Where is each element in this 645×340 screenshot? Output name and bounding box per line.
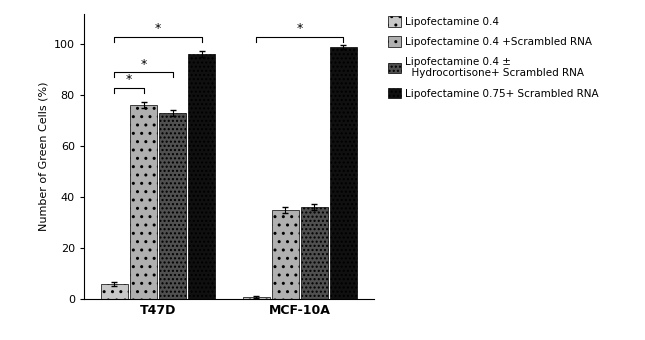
Bar: [101, 284, 128, 299]
Bar: [301, 207, 328, 299]
Bar: [188, 54, 215, 299]
Y-axis label: Number of Green Cells (%): Number of Green Cells (%): [38, 82, 48, 231]
Text: *: *: [297, 22, 303, 35]
Bar: [243, 296, 270, 299]
Bar: [330, 47, 357, 299]
Bar: [130, 105, 157, 299]
Text: *: *: [141, 58, 146, 71]
Bar: [159, 113, 186, 299]
Text: *: *: [126, 73, 132, 86]
Bar: [272, 210, 299, 299]
Text: *: *: [155, 22, 161, 35]
Legend: Lipofectamine 0.4, Lipofectamine 0.4 +Scrambled RNA, Lipofectamine 0.4 ±
  Hydro: Lipofectamine 0.4, Lipofectamine 0.4 +Sc…: [385, 13, 602, 102]
